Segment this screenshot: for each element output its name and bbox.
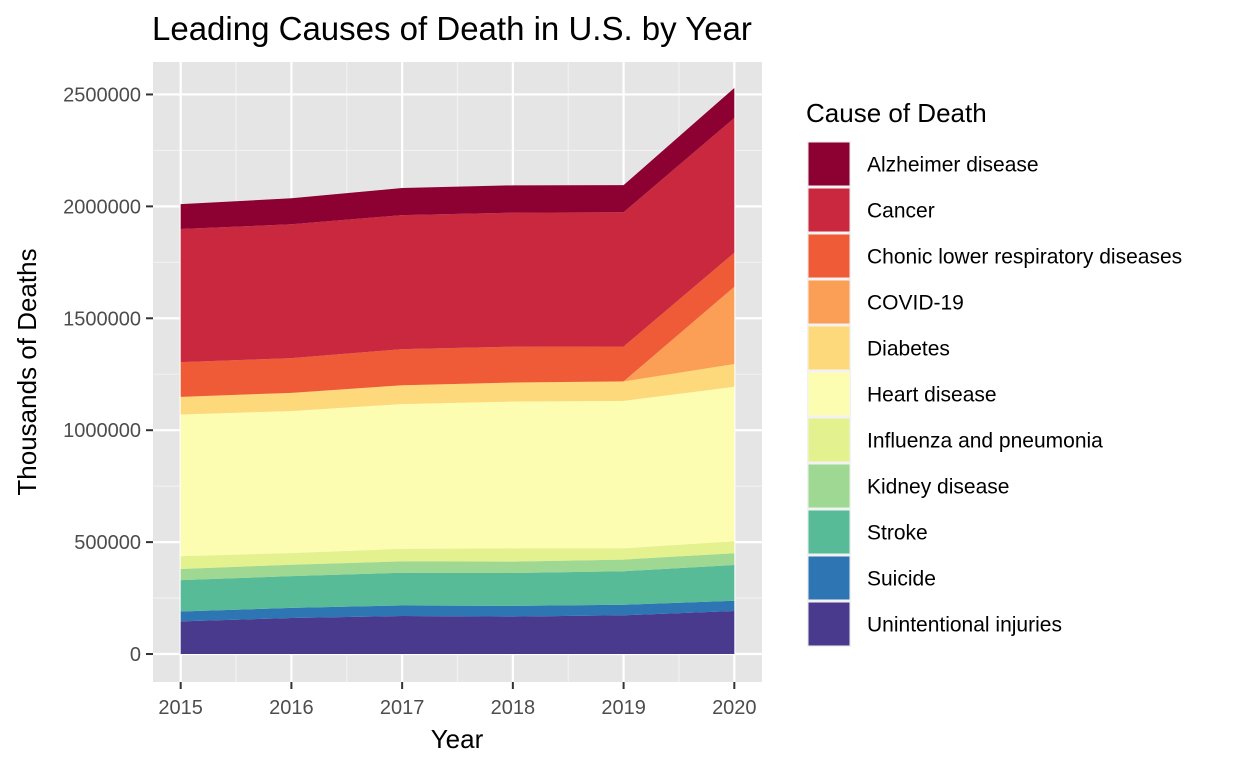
area-unintentional-injuries [180, 611, 735, 655]
y-tick-label: 500000 [74, 532, 141, 554]
legend-key-stroke [808, 510, 850, 554]
legend-key-diabetes [808, 326, 850, 370]
legend-key-suicide [808, 556, 850, 600]
legend-label-diabetes: Diabetes [867, 338, 950, 361]
legend-label-influenza-and-pneumonia: Influenza and pneumonia [867, 430, 1103, 453]
y-tick-label: 1000000 [63, 420, 141, 442]
x-tick-label: 2018 [491, 697, 536, 719]
legend-label-suicide: Suicide [867, 568, 936, 591]
legend-key-cancer [808, 188, 850, 232]
y-tick-label: 1500000 [63, 308, 141, 330]
area-layers [180, 87, 735, 655]
legend-key-chonic-lower-respiratory-diseases [808, 234, 850, 278]
legend-label-unintentional-injuries: Unintentional injuries [867, 614, 1062, 637]
area-alzheimer-disease [180, 87, 735, 229]
area-cancer [180, 117, 735, 363]
y-tick-label: 2000000 [63, 196, 141, 218]
legend-key-heart-disease [808, 372, 850, 416]
area-heart-disease [180, 386, 735, 557]
x-tick-label: 2020 [712, 697, 757, 719]
x-tick-label: 2015 [158, 697, 203, 719]
chart-title: Leading Causes of Death in U.S. by Year [152, 10, 752, 47]
legend-label-cancer: Cancer [867, 200, 935, 223]
area-suicide [180, 600, 735, 622]
legend-key-alzheimer-disease [808, 142, 850, 186]
legend-label-heart-disease: Heart disease [867, 384, 997, 407]
legend-label-chonic-lower-respiratory-diseases: Chonic lower respiratory diseases [867, 246, 1182, 269]
legend-key-influenza-and-pneumonia [808, 418, 850, 462]
x-tick-label: 2016 [269, 697, 314, 719]
legend: Cause of Death Alzheimer disease Cancer Ch… [806, 98, 1182, 647]
x-tick-label: 2017 [380, 697, 425, 719]
legend-label-covid-19: COVID-19 [867, 292, 964, 315]
area-chonic-lower-respiratory-diseases [180, 252, 735, 397]
area-diabetes [180, 363, 735, 415]
legend-key-unintentional-injuries [808, 602, 850, 646]
area-influenza-and-pneumonia [180, 541, 735, 569]
legend-label-stroke: Stroke [867, 522, 928, 545]
y-tick-label: 2500000 [63, 84, 141, 106]
y-axis-title: Thousands of Deaths [12, 248, 42, 495]
legend-label-kidney-disease: Kidney disease [867, 476, 1009, 499]
y-axis: 0 500000 1000000 1500000 2000000 2500000 [63, 84, 153, 666]
area-kidney-disease [180, 553, 735, 581]
x-axis: 2015 2016 2017 2018 2019 2020 [158, 682, 757, 719]
y-tick-label: 0 [130, 644, 141, 666]
x-tick-label: 2019 [601, 697, 646, 719]
legend-title: Cause of Death [806, 98, 987, 128]
legend-label-alzheimer-disease: Alzheimer disease [867, 154, 1039, 177]
x-axis-title: Year [431, 724, 484, 754]
legend-key-covid-19 [808, 280, 850, 324]
area-stroke [180, 564, 735, 612]
legend-key-kidney-disease [808, 464, 850, 508]
